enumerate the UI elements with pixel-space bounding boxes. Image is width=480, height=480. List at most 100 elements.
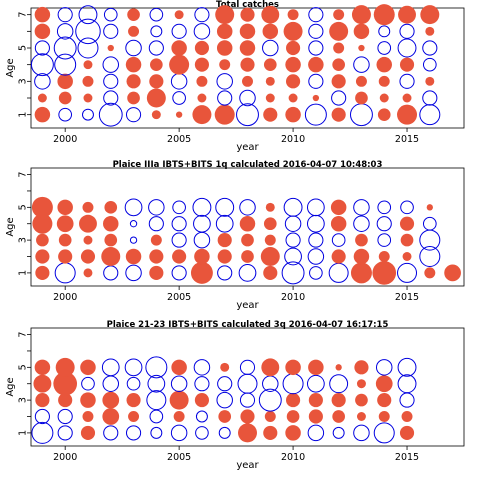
bubble-negative	[217, 265, 233, 281]
plot-frame	[30, 167, 465, 287]
bubble-positive	[192, 105, 212, 125]
bubble-positive	[308, 393, 323, 408]
bubble-positive	[332, 410, 345, 423]
y-tick-label: 7	[17, 172, 28, 178]
bubble-negative	[353, 56, 370, 73]
bubble-positive	[425, 26, 435, 36]
y-tick-label: 7	[17, 332, 28, 338]
chart-panel-1: Total catches 2000 2005 2010 2015 1 3 5 7 year Age	[5, 0, 465, 153]
bubble-negative	[308, 7, 324, 23]
bubble-positive	[333, 9, 345, 21]
bubble-positive	[402, 252, 412, 261]
bubble-negative	[78, 5, 98, 25]
bubble-negative	[216, 391, 233, 409]
bubble-negative	[103, 425, 119, 441]
bubble-positive	[80, 425, 96, 440]
bubble-positive	[80, 392, 96, 408]
bubble-negative	[309, 266, 323, 280]
bubble-positive	[127, 8, 140, 21]
y-axis-label: Age	[5, 377, 16, 396]
bubble-negative	[103, 7, 118, 22]
chart-title: Total catches	[216, 0, 279, 10]
bubble-negative	[148, 40, 164, 56]
bubble-negative	[376, 216, 392, 232]
bubble-positive	[171, 40, 187, 56]
bubble-positive	[335, 364, 342, 371]
bubble-positive	[261, 358, 280, 377]
bubble-negative	[195, 426, 209, 440]
bubble-negative	[103, 73, 119, 89]
bubble-positive	[287, 9, 299, 21]
bubble-positive	[149, 265, 164, 280]
bubble-negative	[332, 426, 345, 439]
bubble-positive	[125, 248, 142, 265]
bubble-positive	[83, 60, 93, 70]
bubble-positive	[376, 56, 392, 73]
bubble-negative	[329, 374, 349, 394]
y-tick-label: 5	[17, 204, 28, 210]
bubble-positive	[397, 104, 418, 125]
bubble-negative	[171, 232, 187, 248]
bubble-positive	[424, 267, 436, 279]
bubble-negative	[101, 358, 120, 377]
bubble-positive	[240, 409, 255, 424]
bubble-positive	[331, 107, 346, 122]
y-axis-label: Age	[5, 58, 16, 77]
bubble-negative	[419, 229, 441, 251]
bubble-negative	[171, 265, 187, 281]
bubble-positive	[350, 262, 372, 284]
bubble-positive	[331, 249, 346, 264]
bubble-positive	[35, 265, 50, 280]
chart-panel-3: Plaice 21-23 IBTS+BITS calculated 3q 201…	[5, 320, 465, 471]
bubble-negative	[148, 199, 165, 216]
bubble-positive	[425, 76, 435, 86]
bubble-negative	[98, 102, 123, 127]
bubble-negative	[30, 53, 54, 77]
plot-frame	[30, 327, 465, 447]
bubble-positive	[194, 393, 209, 408]
bubble-positive	[58, 233, 72, 247]
bubble-positive	[102, 408, 120, 425]
bubble-negative	[193, 23, 211, 40]
bubble-negative	[237, 373, 258, 394]
y-tick-label: 3	[17, 397, 28, 403]
bubble-negative	[308, 40, 324, 56]
bubble-negative	[57, 408, 73, 425]
bubble-negative	[377, 233, 392, 247]
bubble-negative	[397, 357, 417, 377]
bubble-positive	[107, 44, 114, 52]
bubble-positive	[263, 58, 277, 71]
bubble-negative	[419, 246, 441, 267]
x-tick-label: 2010	[281, 292, 305, 303]
bubble-negative	[150, 25, 163, 38]
bubble-positive	[83, 268, 93, 278]
bubble-negative	[192, 197, 212, 217]
bubble-positive	[126, 74, 141, 89]
y-tick-label: 1	[17, 270, 28, 276]
bubble-positive	[194, 40, 209, 56]
bubble-positive	[58, 249, 73, 264]
bubble-negative	[81, 108, 94, 121]
bubble-positive	[355, 233, 368, 247]
bubble-negative	[373, 422, 395, 444]
bubble-positive	[332, 58, 345, 71]
bubble-positive	[353, 23, 370, 40]
bubble-negative	[239, 392, 256, 408]
bubble-positive	[308, 409, 323, 424]
bubble-positive	[285, 359, 301, 376]
bubble-negative	[34, 408, 50, 425]
bubble-positive	[217, 233, 232, 248]
bubble-positive	[378, 411, 390, 422]
bubble-positive	[220, 362, 230, 372]
bubble-positive	[238, 423, 257, 443]
bubble-negative	[195, 410, 208, 423]
bubble-negative	[236, 103, 259, 127]
bubble-positive	[373, 4, 395, 26]
bubble-negative	[194, 376, 210, 392]
bubble-negative	[54, 262, 76, 284]
bubble-negative	[170, 424, 188, 442]
bubble-negative	[171, 216, 187, 232]
bubble-negative	[148, 216, 164, 232]
bubble-positive	[398, 5, 416, 24]
bubble-positive	[83, 235, 93, 245]
